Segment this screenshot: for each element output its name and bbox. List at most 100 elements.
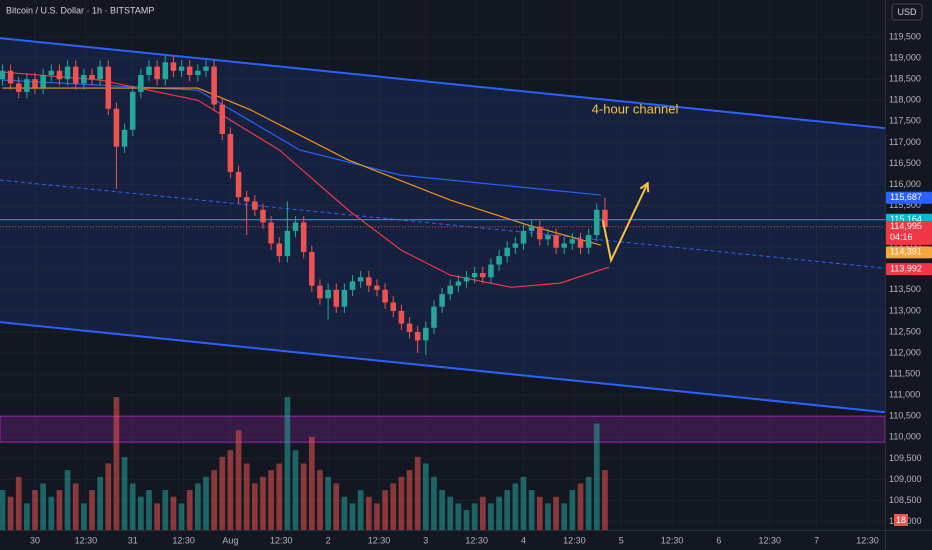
moving-average — [2, 71, 610, 288]
volume-bar — [7, 496, 14, 530]
candle-body — [309, 251, 315, 286]
candle-body — [333, 289, 340, 307]
candle-body — [260, 209, 266, 223]
volume-bar — [129, 483, 136, 530]
volume-bar — [211, 470, 217, 530]
candle-body — [406, 323, 413, 332]
arrow — [601, 182, 649, 264]
y-tick-label: 118,000 — [889, 95, 921, 105]
channel-line — [0, 179, 885, 269]
candle-body — [520, 230, 527, 244]
candle-body — [325, 289, 331, 299]
candle-body — [366, 277, 372, 286]
volume-bar — [105, 463, 112, 530]
candle-body — [203, 66, 209, 71]
currency-label[interactable]: USD — [897, 7, 917, 17]
volume-bar — [268, 470, 274, 530]
volume-bar — [0, 490, 6, 530]
volume-tag-label: 18 — [896, 515, 906, 525]
x-tick-label: 12:30 — [270, 535, 293, 545]
volume-bar — [292, 450, 299, 530]
chart-title: Bitcoin / U.S. Dollar · 1h · BITSTAMP — [6, 5, 154, 15]
volume-bar — [203, 476, 209, 530]
candle-body — [7, 70, 14, 84]
candle-body — [349, 281, 356, 290]
volume-bar — [146, 490, 152, 530]
volume-bar — [15, 476, 22, 530]
price-tag-label: 115,687 — [890, 192, 922, 202]
y-tick-label: 117,500 — [889, 116, 921, 126]
candle-body — [488, 264, 494, 278]
y-tick-label: 113,500 — [889, 284, 921, 294]
candle-body — [398, 310, 405, 324]
y-tick-label: 108,500 — [889, 495, 922, 505]
y-tick-label: 116,000 — [889, 179, 921, 189]
volume-bar — [194, 483, 201, 530]
volume-bar — [455, 503, 462, 530]
volume-bar — [48, 496, 55, 530]
x-tick-label: 4 — [521, 535, 526, 545]
candle-body — [423, 327, 429, 341]
candle-body — [227, 133, 234, 172]
volume-bar — [593, 423, 600, 530]
y-tick-label: 110,500 — [889, 411, 921, 421]
volume-bar — [56, 490, 63, 530]
volume-bar — [422, 463, 429, 530]
candle-body — [504, 247, 510, 257]
volume-bar — [520, 476, 527, 530]
volume-bar — [382, 490, 388, 530]
volume-bar — [284, 397, 291, 530]
volume-bar — [447, 496, 454, 530]
volume-bar — [488, 503, 494, 530]
candle-body — [121, 129, 128, 147]
volume-bar — [365, 496, 372, 530]
volume-bar — [414, 456, 421, 530]
candle-body — [56, 70, 63, 80]
y-tick-label: 110,000 — [889, 432, 921, 442]
y-tick-label: 117,000 — [889, 137, 921, 147]
volume-bar — [479, 496, 486, 530]
candle-body — [235, 171, 242, 198]
volume-bar — [398, 476, 405, 530]
candle-body — [390, 302, 397, 311]
y-tick-label: 109,000 — [889, 474, 922, 484]
price-tag-label: 114,391 — [890, 247, 922, 257]
candle-body — [512, 243, 519, 248]
volume-bar — [32, 490, 38, 530]
candle-body — [594, 209, 600, 236]
x-tick-label: 5 — [619, 535, 624, 545]
volume-bar — [97, 476, 103, 530]
volume-bar — [374, 503, 380, 530]
candle-body — [252, 201, 258, 210]
x-tick-label: 12:30 — [759, 535, 782, 545]
price-tag — [886, 220, 932, 245]
y-tick-label: 111,500 — [889, 368, 920, 378]
candle-body — [15, 83, 22, 92]
x-tick-label: Aug — [222, 535, 238, 545]
y-tick-label: 119,000 — [889, 53, 921, 63]
y-tick-label: 111,000 — [889, 390, 920, 400]
volume-bar — [496, 496, 502, 530]
candle-body — [268, 222, 274, 244]
candle-body — [480, 273, 486, 278]
volume-bar — [349, 503, 356, 530]
candle-body — [382, 289, 388, 303]
volume-bar — [325, 476, 331, 530]
price-tag — [886, 191, 932, 204]
volume-bar — [528, 490, 535, 530]
y-tick-label: 119,500 — [889, 31, 921, 41]
candle-body — [0, 70, 6, 80]
candle-body — [276, 243, 283, 257]
currency-button[interactable] — [891, 3, 923, 21]
y-tick-label: 116,500 — [889, 158, 921, 168]
candle-body — [154, 66, 160, 80]
price-tag — [886, 246, 932, 259]
volume-bar — [138, 496, 144, 530]
price-tag-label: 114,995 — [890, 221, 922, 231]
price-tag-label: 113,992 — [890, 264, 922, 274]
candle-body — [455, 281, 462, 286]
candle-body — [113, 108, 120, 147]
volume-bar — [81, 503, 87, 530]
